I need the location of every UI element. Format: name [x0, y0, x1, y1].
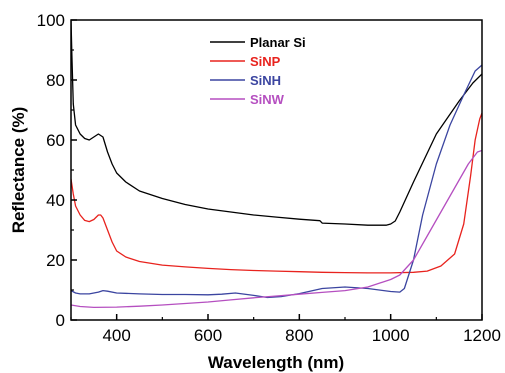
y-tick-label-100: 100 [37, 11, 65, 30]
x-tick-label-1000: 1000 [372, 326, 410, 345]
y-tick-label-40: 40 [46, 191, 65, 210]
legend-label-sinp: SiNP [250, 54, 281, 69]
y-tick-label-20: 20 [46, 251, 65, 270]
series-line-sinw [71, 149, 482, 309]
y-tick-label-60: 60 [46, 131, 65, 150]
series-line-planar-si [71, 20, 482, 226]
x-tick-label-400: 400 [102, 326, 130, 345]
series-layer [71, 20, 482, 309]
legend-label-sinh: SiNH [250, 73, 281, 88]
series-line-sinp [71, 112, 482, 274]
y-axis-title: Reflectance (%) [9, 107, 28, 234]
legend-label-sinw: SiNW [250, 92, 285, 107]
y-tick-label-0: 0 [56, 311, 65, 330]
ticks-layer: 400 600 800 1000 1200 0 20 40 60 80 100 [37, 11, 501, 345]
x-tick-label-800: 800 [285, 326, 313, 345]
x-tick-label-600: 600 [194, 326, 222, 345]
x-tick-label-1200: 1200 [463, 326, 501, 345]
series-line-sinh [71, 64, 482, 299]
x-axis-title: Wavelength (nm) [208, 353, 344, 372]
y-tick-label-80: 80 [46, 71, 65, 90]
legend-label-planar-si: Planar Si [250, 35, 306, 50]
legend: Planar Si SiNP SiNH SiNW [210, 35, 306, 107]
